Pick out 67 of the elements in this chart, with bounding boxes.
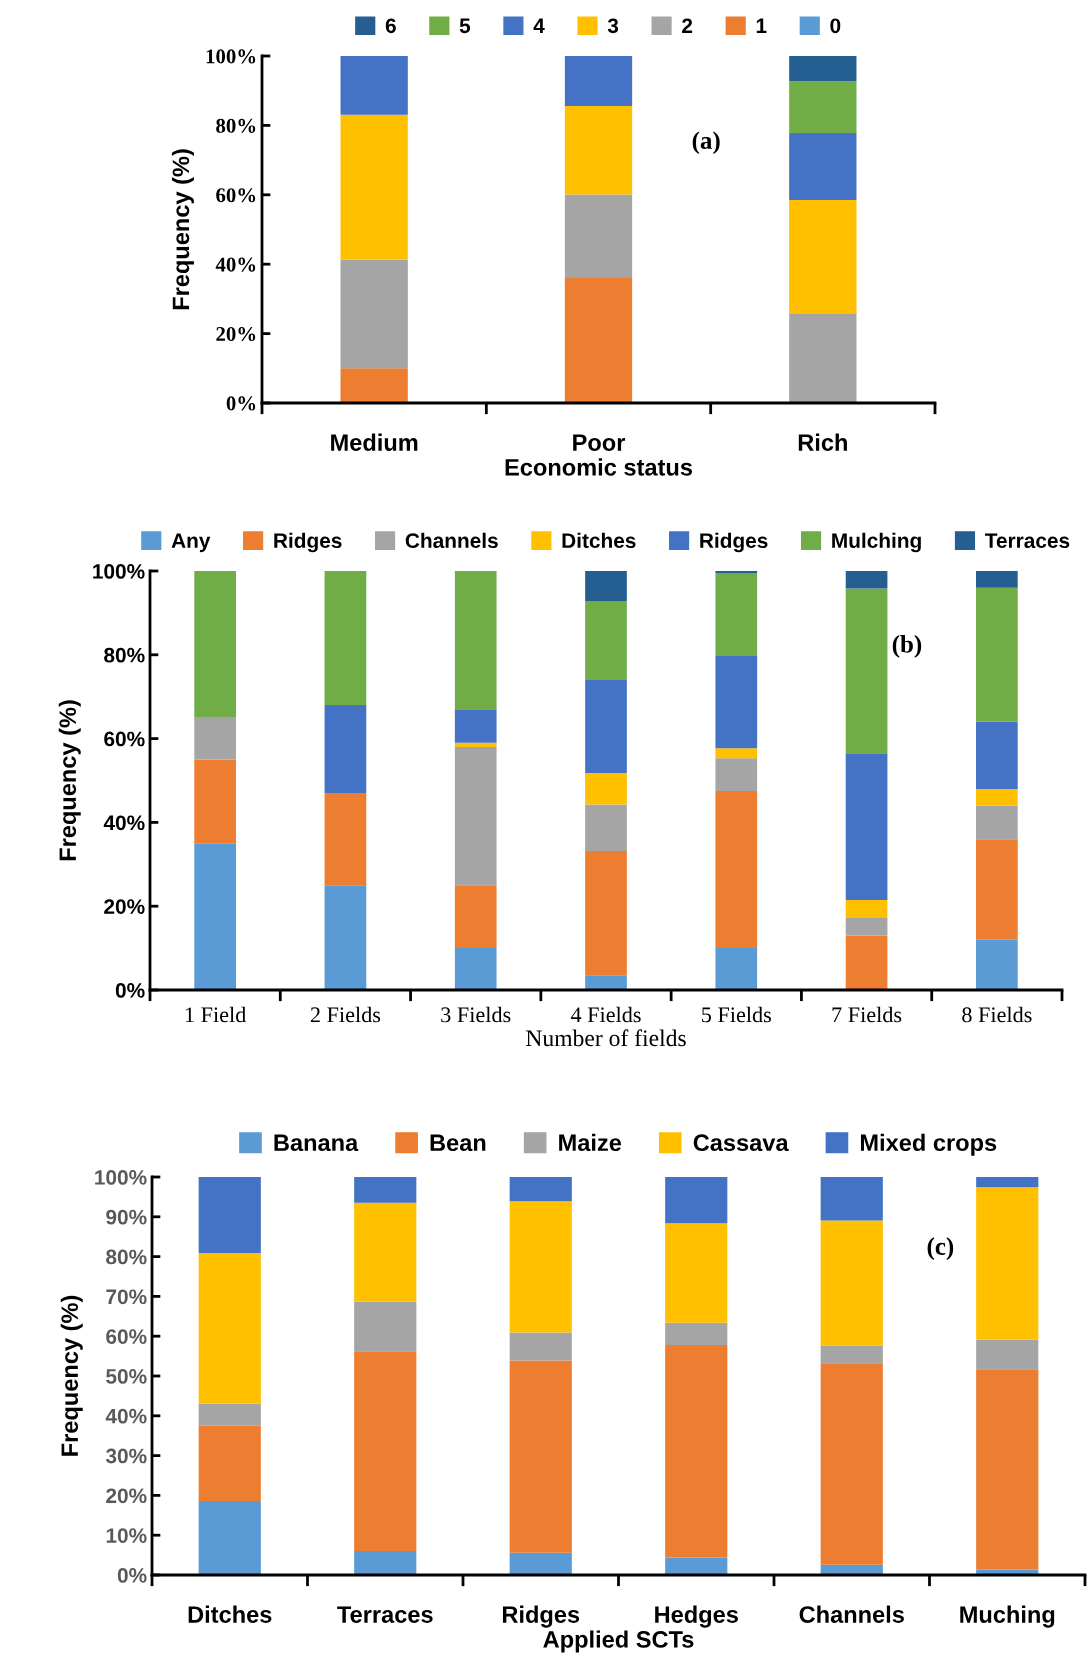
legend-label: Channels (405, 532, 498, 549)
y-tick-label: 50% (106, 1369, 147, 1384)
annotation: (c) (927, 1237, 954, 1260)
y-tick-label: 80% (106, 1249, 147, 1265)
y-axis-title: Frequency (%) (58, 700, 81, 861)
x-axis-title: Applied SCTs (543, 1630, 694, 1653)
x-tick-label: 4 Fields (570, 1006, 641, 1023)
x-axis-title: Number of fields (526, 1029, 686, 1047)
legend-label: 6 (385, 18, 396, 34)
y-tick-label: 100% (93, 564, 145, 579)
x-tick-label: 8 Fields (962, 1006, 1032, 1023)
y-tick-label: 20% (216, 326, 256, 342)
legend-label: Ridges (274, 532, 342, 553)
y-tick-label: 30% (105, 1448, 147, 1464)
y-tick-label: 60% (216, 188, 256, 203)
x-tick-label: 2 Fields (310, 1006, 381, 1023)
legend-label: Banana (274, 1134, 359, 1152)
y-tick-label: 40% (215, 257, 256, 272)
x-tick-label: Hedges (655, 1605, 738, 1628)
y-axis-title: Frequency (%) (60, 1295, 83, 1456)
annotation: (b) (892, 635, 922, 658)
annotation: (a) (692, 131, 720, 155)
legend-label: Mulching (832, 532, 921, 553)
x-tick-label: Poor (573, 434, 626, 451)
y-tick-label: 0% (115, 983, 145, 998)
legend-label: 5 (459, 18, 471, 34)
y-tick-label: 40% (103, 815, 145, 831)
legend-label: Mixed crops (860, 1133, 997, 1156)
legend-label: 4 (533, 18, 545, 33)
legend-label: Any (171, 533, 211, 553)
y-tick-label: 20% (106, 1488, 147, 1504)
legend-label: 1 (756, 18, 767, 33)
y-tick-label: 70% (106, 1289, 147, 1305)
y-tick-label: 90% (106, 1209, 147, 1225)
y-tick-label: 60% (104, 731, 145, 747)
x-tick-label: Terraces (337, 1606, 433, 1623)
x-tick-label: 7 Fields (832, 1006, 902, 1023)
y-tick-label: 80% (104, 647, 145, 663)
legend-label: Ditches (562, 532, 636, 549)
y-axis-title: Frequency (%) (171, 149, 194, 310)
x-tick-label: Medium (331, 433, 418, 451)
x-tick-label: Rich (798, 433, 847, 451)
legend-label: Terraces (985, 533, 1070, 549)
legend-label: Maize (559, 1133, 622, 1152)
legend-label: 3 (607, 18, 619, 34)
x-tick-label: Ditches (188, 1605, 272, 1623)
y-tick-label: 100% (95, 1170, 147, 1185)
x-axis-title: Economic status (505, 458, 693, 476)
x-tick-label: 5 Fields (702, 1006, 771, 1023)
y-tick-label: 80% (216, 118, 256, 133)
y-tick-label: 0% (226, 396, 256, 411)
legend-label: 0 (830, 18, 841, 34)
legend-label: Ridges (700, 532, 768, 553)
legend-label: Bean (430, 1134, 486, 1152)
y-tick-label: 0% (117, 1568, 147, 1583)
x-tick-label: Muching (960, 1605, 1055, 1628)
y-tick-label: 20% (104, 899, 145, 914)
y-tick-label: 60% (106, 1329, 147, 1344)
legend-label: 2 (682, 18, 693, 33)
y-tick-label: 100% (206, 49, 256, 64)
x-tick-label: 1 Field (185, 1006, 247, 1023)
x-tick-label: 3 Fields (441, 1006, 511, 1023)
y-tick-label: 40% (105, 1408, 147, 1424)
legend-label: Cassava (693, 1134, 789, 1152)
x-tick-label: Ridges (502, 1605, 580, 1628)
y-tick-label: 10% (106, 1528, 147, 1543)
x-tick-label: Channels (799, 1605, 904, 1623)
